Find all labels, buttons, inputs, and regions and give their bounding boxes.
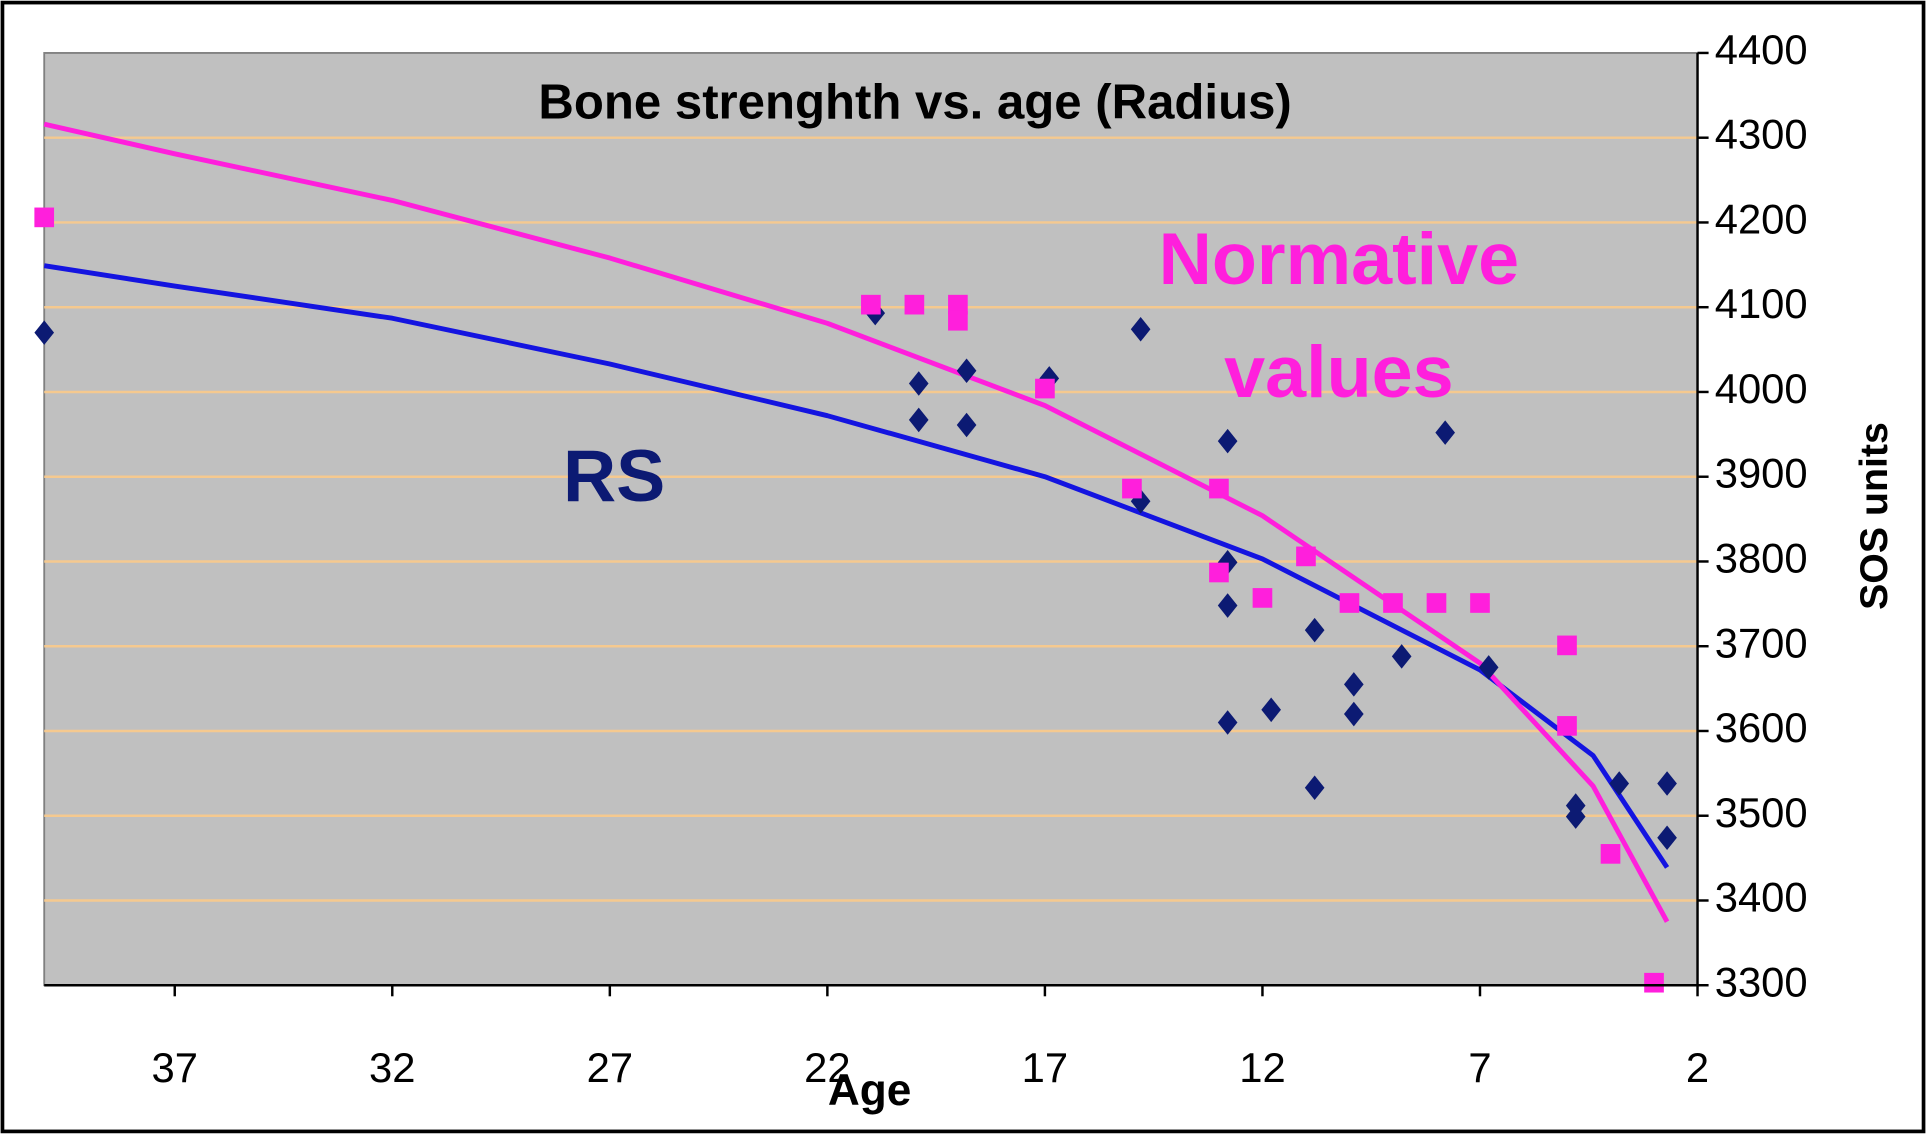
- trendline: [43, 263, 1670, 869]
- data-point: [1130, 489, 1151, 514]
- y-tick-label: 3300: [1715, 958, 1808, 1005]
- x-axis-label: Age: [828, 1066, 912, 1115]
- x-tick-label: 22: [804, 1044, 850, 1091]
- data-point: [1217, 710, 1238, 735]
- series-label: Normative values: [1158, 217, 1520, 413]
- chart-title: Bone strenghth vs. age (Radius): [538, 76, 1291, 130]
- data-point: [1343, 672, 1364, 697]
- data-point: [1426, 593, 1447, 613]
- y-tick-label: 3900: [1715, 450, 1808, 497]
- data-point: [1252, 588, 1273, 608]
- x-tick-label: 12: [1239, 1044, 1285, 1091]
- data-point: [904, 294, 925, 315]
- data-point: [1296, 546, 1316, 567]
- data-point: [1209, 478, 1229, 499]
- data-point: [1600, 844, 1621, 864]
- data-point: [908, 407, 929, 433]
- data-point: [1557, 635, 1577, 656]
- x-tick-label: 7: [1468, 1044, 1491, 1091]
- y-tick-label: 4400: [1715, 26, 1808, 73]
- data-point: [1657, 825, 1677, 851]
- data-point: [1657, 771, 1677, 796]
- data-point: [34, 207, 55, 228]
- data-point: [1478, 655, 1499, 680]
- y-tick-label: 4200: [1715, 195, 1808, 242]
- data-point: [1035, 378, 1055, 399]
- data-point: [948, 294, 968, 315]
- plot-area: [43, 52, 1699, 987]
- x-tick-label: 2: [1686, 1044, 1709, 1091]
- y-axis-label: SOS units: [1852, 422, 1896, 610]
- data-point: [1343, 701, 1364, 727]
- data-point: [1565, 804, 1586, 829]
- x-tick-label: 17: [1022, 1044, 1068, 1091]
- y-tick-label: 3700: [1715, 619, 1808, 666]
- x-tick-label: 37: [152, 1044, 198, 1091]
- data-point: [1261, 697, 1281, 723]
- data-point: [861, 294, 881, 315]
- data-point: [1435, 420, 1456, 445]
- data-point: [956, 358, 977, 384]
- trendline: [43, 121, 1670, 923]
- data-point: [34, 320, 55, 345]
- data-point: [1130, 316, 1151, 342]
- data-point: [1339, 593, 1360, 613]
- y-tick-label: 3400: [1715, 874, 1808, 921]
- x-tick-label: 27: [587, 1044, 633, 1091]
- y-tick-label: 4100: [1715, 280, 1808, 327]
- data-point: [948, 310, 968, 331]
- data-point: [1557, 716, 1577, 736]
- y-tick-label: 4000: [1715, 365, 1808, 412]
- data-point: [1209, 562, 1229, 583]
- y-tick-label: 3600: [1715, 704, 1808, 751]
- data-point: [1644, 972, 1664, 993]
- y-tick-label: 3500: [1715, 789, 1808, 836]
- data-point: [1217, 593, 1238, 618]
- y-tick-label: 4300: [1715, 111, 1808, 158]
- series-label: RS: [563, 434, 665, 517]
- data-point: [1470, 593, 1490, 613]
- grid: [44, 136, 1698, 902]
- data-point: [1383, 593, 1403, 613]
- data-point: [908, 371, 929, 396]
- y-tick-label: 3800: [1715, 535, 1808, 582]
- data-point: [1122, 478, 1142, 499]
- series-label-box: Normative values: [1158, 217, 1520, 413]
- x-tick-label: 32: [369, 1044, 415, 1091]
